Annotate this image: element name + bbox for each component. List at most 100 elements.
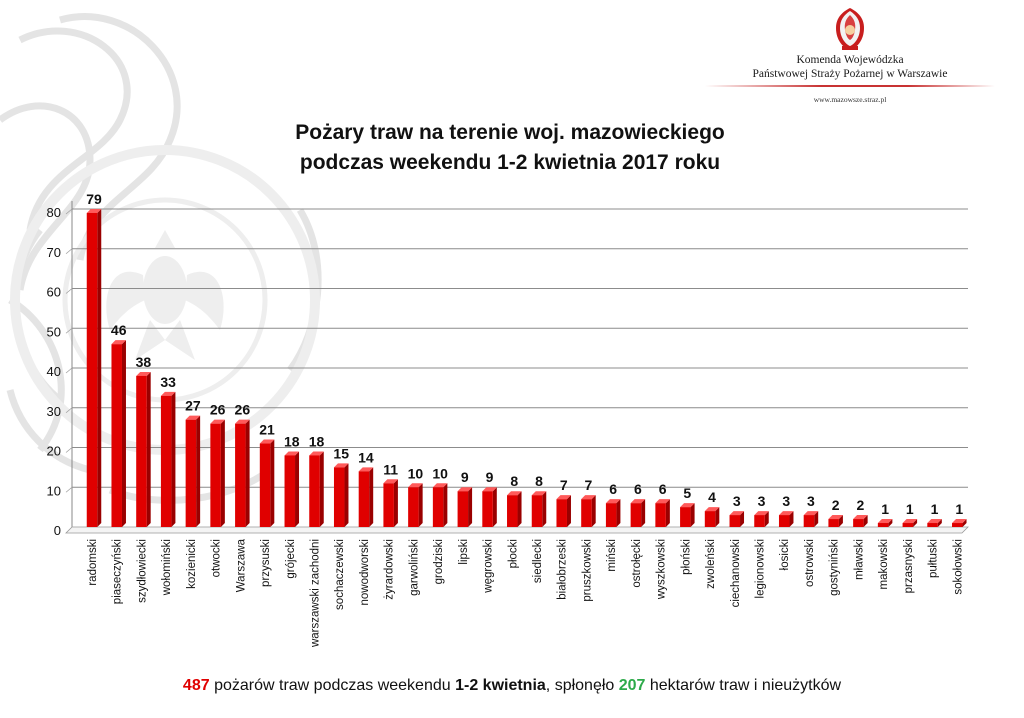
category-label: grodziski [433,539,445,584]
bar-side [838,515,843,527]
bar [309,455,320,527]
header-divider [705,85,995,87]
chart-title: Pożary traw na terenie woj. mazowieckieg… [200,118,820,178]
data-label: 46 [111,322,127,338]
category-label: przasnyski [903,539,915,593]
chart-title-line1: Pożary traw na terenie woj. mazowieckieg… [295,121,725,144]
bar [507,495,518,527]
emblem-watermark [0,13,322,504]
category-label: otwocki [211,539,223,577]
bar [778,515,790,527]
bar-side [740,511,745,527]
category-label: pułtuski [928,539,940,578]
data-label: 3 [782,493,790,509]
y-gridline-depth [65,367,73,374]
bar-top [160,391,176,396]
category-label: zwoleński [705,539,717,589]
y-tick-label: 40 [47,364,61,379]
data-label: 2 [856,497,864,513]
category-label: ostrołęcki [631,539,643,588]
data-label: 7 [585,477,593,493]
bar [432,487,444,527]
category-label: radomski [87,539,99,586]
bar [210,423,221,527]
bar-side [937,519,942,527]
y-gridline-depth [65,208,73,215]
bar-side [591,495,596,527]
data-label: 8 [535,473,543,489]
category-label: Warszawa [235,538,247,592]
footer-dates: 1-2 kwietnia [455,677,546,694]
bar [902,523,914,527]
bar-side [418,483,423,527]
y-tick-label: 60 [47,285,61,300]
y-gridline-depth [65,248,73,255]
bar-top [210,419,225,424]
bar-side [97,208,102,527]
footer-text-2: , spłonęło [545,677,619,694]
bar [358,471,370,527]
chart-labels: 0102030405060708079radomski46piaseczyńsk… [47,191,965,648]
data-label: 4 [708,489,716,505]
bar [927,523,938,527]
category-label: grójecki [285,539,297,579]
bar-top [383,479,398,484]
category-label: wyszkowski [656,539,668,600]
data-label: 7 [560,477,568,493]
bar [630,503,642,527]
bar-side [443,483,448,527]
bar-top [507,491,522,496]
bar-side [641,499,646,527]
fire-service-emblem-icon [836,8,864,50]
data-label: 6 [634,481,642,497]
bar-top [556,495,571,500]
organization-name-line1: Komenda Wojewódzka [796,54,904,66]
footer-text-3: hektarów traw i nieużytków [645,677,842,694]
bar [828,519,839,527]
bar-side [517,491,522,527]
bar [556,499,567,527]
bar-top [902,519,918,524]
bar-side [962,519,967,527]
bar [754,515,765,527]
data-label: 2 [832,497,840,513]
y-tick-label: 0 [54,523,61,538]
category-label: płoński [680,539,692,575]
bar-side [468,487,473,527]
bar [86,212,98,527]
data-label: 14 [358,449,374,465]
bar-top [259,439,275,444]
category-label: łosicki [779,539,791,570]
bar-top [927,519,942,524]
bar-top [136,371,151,376]
bar [284,455,296,527]
bar-top [605,499,621,504]
y-tick-label: 20 [47,444,61,459]
category-label: szydłowiecki [136,539,148,603]
bar-side [492,487,497,527]
bar-top [111,340,126,345]
bar-side [171,391,176,527]
bar-side [393,479,398,527]
bar-side [665,499,670,527]
category-label: węgrowski [483,539,495,594]
data-label: 1 [906,501,914,517]
data-label: 26 [235,402,251,418]
bar-top [581,495,596,500]
bar [160,395,172,527]
bar-top [680,503,695,508]
bar-top [309,451,324,456]
category-label: miński [606,539,618,572]
bar-side [344,463,349,527]
y-gridline-depth [65,486,73,493]
bar [531,495,543,527]
footer-text-1: pożarów traw podczas weekendu [209,677,456,694]
y-gridline-depth [65,327,73,334]
bar [457,491,469,527]
organization-name-line2: Państwowej Straży Pożarnej w Warszawie [752,68,948,80]
category-label: piaseczyński [112,539,124,604]
category-label: płocki [507,539,519,568]
data-label: 1 [955,501,963,517]
bar-top [531,491,547,496]
bar-side [616,499,621,527]
